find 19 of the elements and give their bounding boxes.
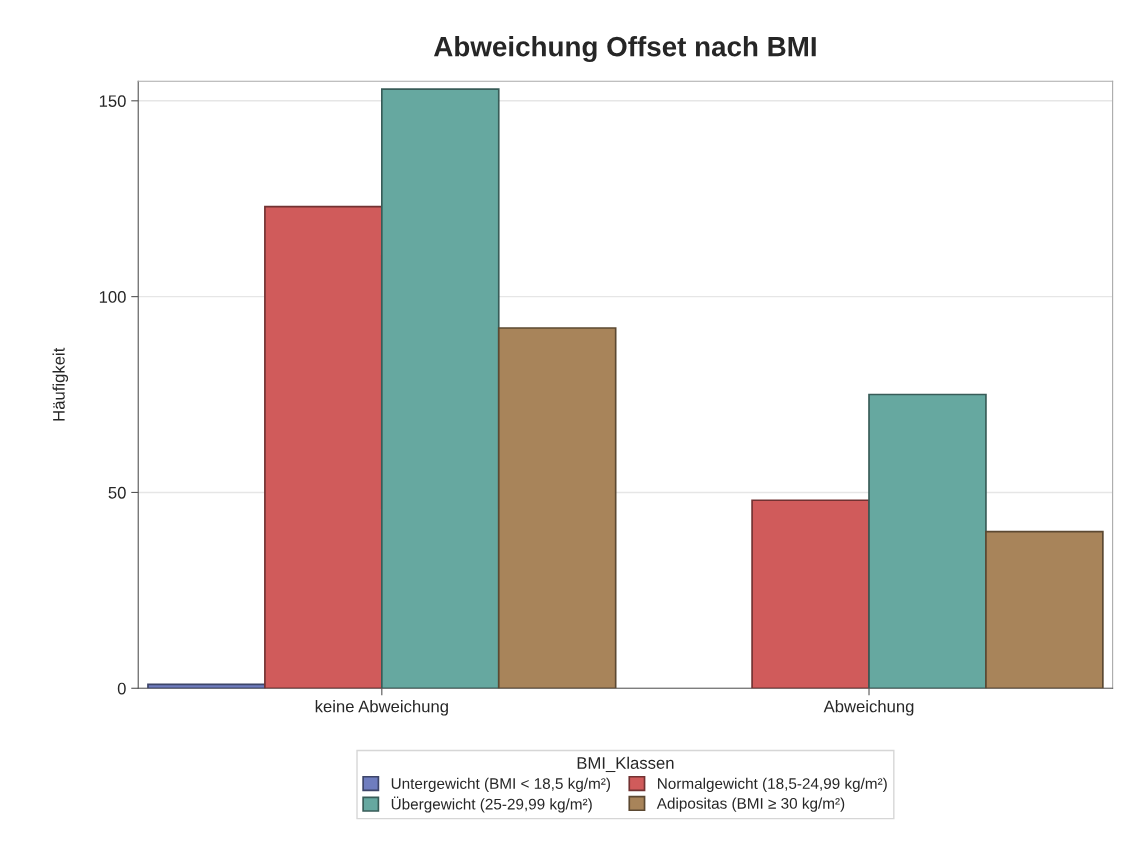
y-tick-label: 50 (108, 486, 126, 499)
legend-label: Normalgewicht (18,5-24,99 kg/m²) (658, 777, 887, 793)
legend-label: Adipositas (BMI ≥ 30 kg/m²) (656, 797, 845, 812)
y-tick-label: 100 (99, 291, 126, 303)
bar (751, 499, 870, 689)
y-tick-label: 150 (99, 95, 126, 108)
x-tick-label: keine Abweichung (315, 700, 448, 716)
legend-title: BMI_Klassen (577, 756, 674, 773)
bar (868, 393, 987, 689)
bar (497, 327, 617, 689)
bar (264, 205, 383, 689)
bar (985, 530, 1104, 689)
x-tick-label: Abweichung (823, 700, 914, 716)
chart-title: Abweichung Offset nach BMI (433, 36, 816, 63)
y-axis-title: Häufigkeit (52, 347, 69, 421)
bar (380, 88, 500, 689)
legend-label: Übergewicht (25-29,99 kg/m²) (391, 796, 592, 813)
legend-label: Untergewicht (BMI < 18,5 kg/m²) (391, 777, 610, 793)
y-tick-label: 0 (117, 682, 126, 695)
